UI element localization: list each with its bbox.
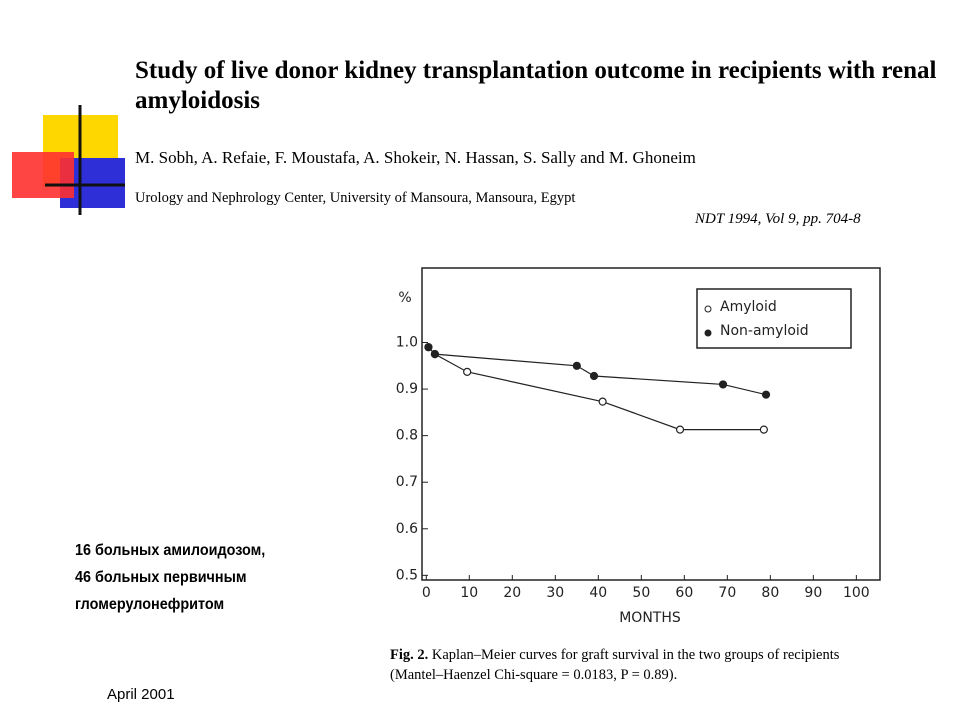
legend-label: Non-amyloid bbox=[720, 323, 809, 339]
legend-label: Amyloid bbox=[720, 299, 777, 315]
paper-title: Study of live donor kidney transplantati… bbox=[135, 57, 937, 114]
data-point bbox=[589, 371, 599, 381]
data-point bbox=[463, 367, 472, 376]
data-point bbox=[759, 425, 768, 434]
x-axis-label: MONTHS bbox=[619, 610, 681, 626]
legend-box bbox=[696, 288, 852, 349]
data-point bbox=[598, 397, 607, 406]
y-tick-label: 0.5 bbox=[396, 567, 418, 583]
data-point bbox=[430, 350, 440, 359]
data-point bbox=[761, 390, 771, 399]
citation: NDT 1994, Vol 9, pp. 704-8 bbox=[695, 211, 861, 227]
date: April 2001 bbox=[107, 686, 175, 703]
x-tick-label: 10 bbox=[460, 585, 478, 601]
plot-frame bbox=[421, 267, 881, 581]
figure-caption: Fig. 2. Kaplan–Meier curves for graft su… bbox=[390, 645, 890, 685]
x-tick-label: 30 bbox=[546, 585, 564, 601]
y-tick-label: 0.8 bbox=[396, 428, 418, 444]
data-point bbox=[718, 380, 728, 389]
series-line bbox=[428, 346, 767, 396]
affiliation: Urology and Nephrology Center, Universit… bbox=[135, 190, 576, 206]
note-line: 46 больных первичным bbox=[75, 569, 247, 586]
note: 16 больных амилоидозом, 46 больных перви… bbox=[75, 537, 265, 618]
caption-label: Fig. 2. bbox=[390, 647, 429, 663]
x-tick-label: 80 bbox=[761, 585, 779, 601]
x-tick-label: 90 bbox=[804, 585, 822, 601]
note-line: 16 больных амилоидозом, bbox=[75, 542, 266, 559]
x-tick-label: 50 bbox=[632, 585, 650, 601]
x-tick-label: 40 bbox=[589, 585, 607, 601]
legend-marker bbox=[704, 305, 712, 313]
x-tick-label: 20 bbox=[503, 585, 521, 601]
x-tick-label: 60 bbox=[675, 585, 693, 601]
x-tick-label: 100 bbox=[843, 585, 870, 601]
data-point bbox=[572, 361, 581, 370]
data-point bbox=[424, 343, 433, 352]
data-point bbox=[675, 425, 685, 434]
x-tick-label: 0 bbox=[422, 585, 431, 601]
y-tick-label: 0.9 bbox=[396, 381, 418, 397]
note-line: гломерулонефритом bbox=[75, 596, 225, 613]
series-line bbox=[428, 346, 764, 431]
legend-marker bbox=[704, 329, 712, 337]
y-axis-label: % bbox=[398, 290, 411, 306]
y-tick-label: 0.7 bbox=[396, 474, 418, 490]
x-tick-label: 70 bbox=[718, 585, 736, 601]
y-tick-label: 1.0 bbox=[396, 335, 418, 351]
deco-red bbox=[12, 152, 74, 198]
caption-text: Kaplan–Meier curves for graft survival i… bbox=[390, 647, 840, 683]
y-tick-label: 0.6 bbox=[396, 521, 418, 537]
authors: M. Sobh, A. Refaie, F. Moustafa, A. Shok… bbox=[135, 148, 696, 167]
